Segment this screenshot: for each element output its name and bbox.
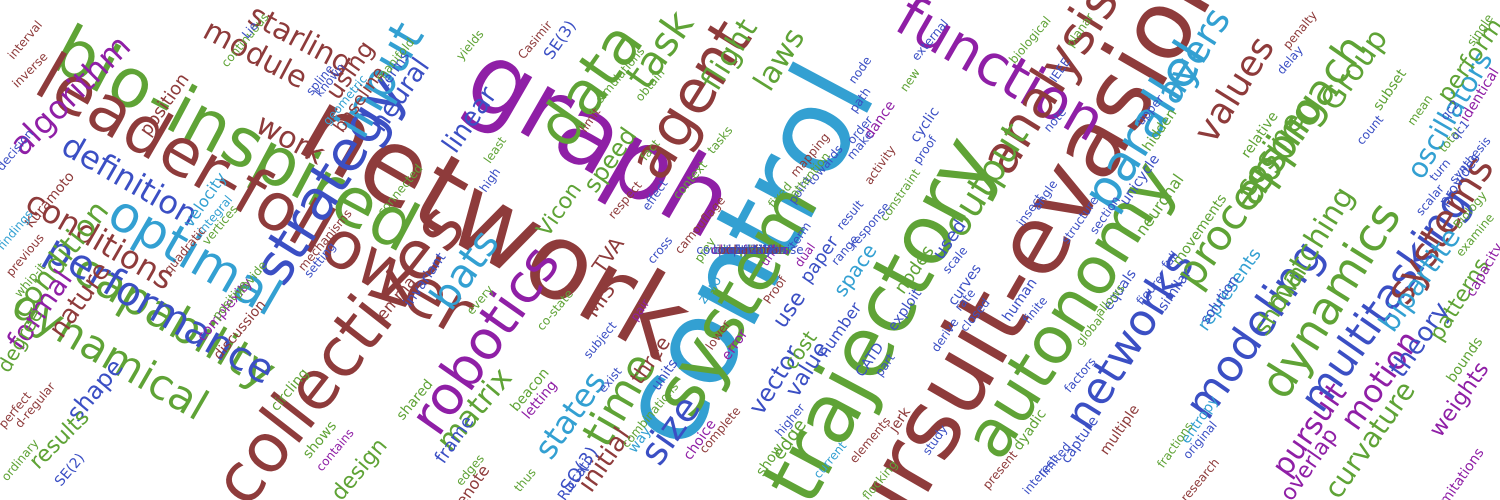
- word: behavioral: [718, 243, 782, 257]
- word: linearization: [713, 243, 787, 257]
- word: bat-insect: [720, 243, 780, 257]
- word: counter-clockwise: [696, 243, 804, 257]
- word: research: [1177, 455, 1223, 500]
- word: controller: [721, 243, 779, 257]
- word: without: [727, 243, 773, 257]
- word: interest: [1019, 452, 1061, 498]
- word: modified: [723, 243, 777, 257]
- word: sequence: [721, 243, 779, 257]
- word: node: [845, 53, 875, 87]
- word: count: [1353, 112, 1387, 148]
- word: competitive: [714, 243, 786, 257]
- word: bat-bat: [728, 243, 772, 257]
- word: identify: [727, 243, 773, 257]
- word: subset: [1370, 66, 1410, 114]
- word: limitations: [1432, 445, 1488, 500]
- word: whether: [725, 243, 775, 257]
- word: population: [718, 243, 782, 257]
- word: penalty: [1280, 8, 1320, 52]
- word: developed: [718, 243, 782, 257]
- word: influence: [722, 243, 778, 257]
- word: communities: [711, 243, 789, 257]
- word: impose: [728, 243, 772, 257]
- word: new: [897, 65, 923, 95]
- word: thus: [511, 465, 539, 495]
